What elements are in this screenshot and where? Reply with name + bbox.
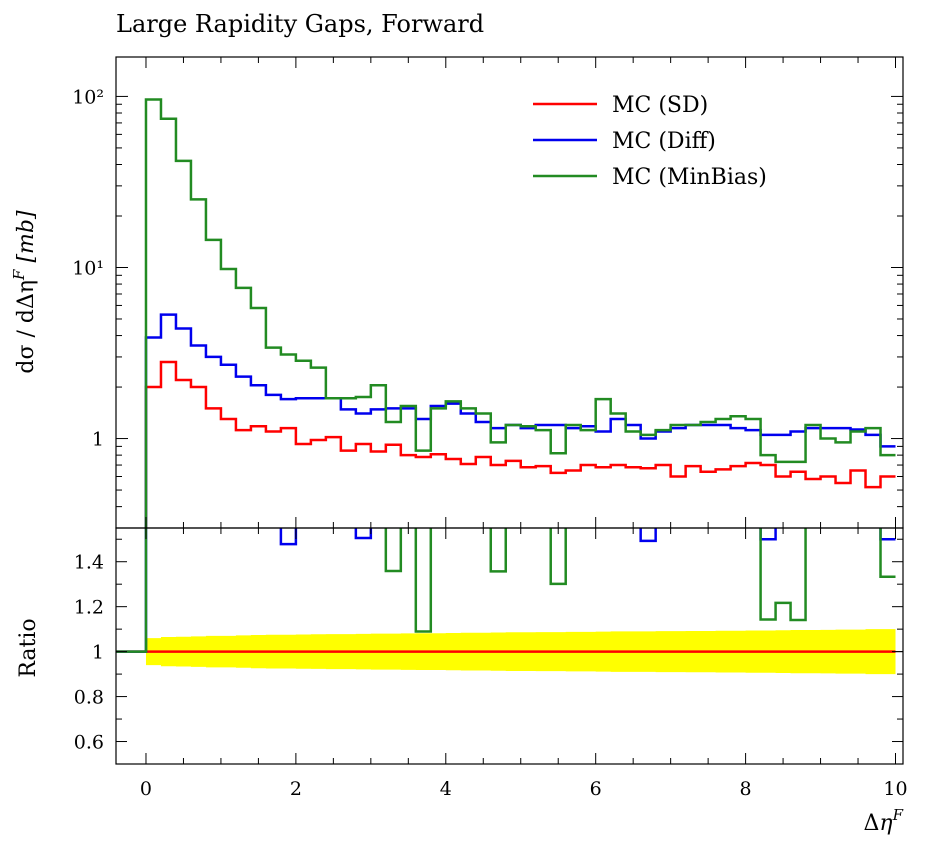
legend-label-mc-minbias: MC (MinBias) <box>612 165 767 190</box>
ratio-tick-label: 1.2 <box>74 597 104 619</box>
x-tick-label: 8 <box>740 778 752 800</box>
ratio-axis-label: Ratio <box>16 618 41 677</box>
ratio-tick-label: 1.4 <box>74 552 104 574</box>
x-tick-label: 6 <box>590 778 602 800</box>
series-line-mc-minbias <box>144 98 896 528</box>
y-tick-label: 10¹ <box>72 257 104 279</box>
ratio-line-mc-minbias <box>116 528 896 653</box>
ratio-tick-label: 0.6 <box>74 732 104 754</box>
chart-title: Large Rapidity Gaps, Forward <box>116 10 484 38</box>
legend-label-mc-sd: MC (SD) <box>612 93 708 118</box>
axes: 0 2 4 6 8 10 1 10¹ 10² 0.6 0.8 1 1.2 1.4 <box>72 56 908 800</box>
y-tick-label: 10² <box>72 86 104 108</box>
series-line-mc-sd <box>144 360 896 528</box>
legend-label-mc-diff: MC (Diff) <box>612 129 716 154</box>
ratio-panel <box>116 528 903 675</box>
ratio-frame <box>115 527 904 765</box>
x-tick-label: 2 <box>290 778 302 800</box>
x-axis-label: ΔηF <box>864 806 904 836</box>
ratio-tick-label: 1 <box>92 642 104 664</box>
legend: MC (SD) MC (Diff) MC (MinBias) <box>533 93 767 190</box>
y-axis-label: dσ / dΔηF [mb] <box>10 210 39 374</box>
x-tick-label: 0 <box>140 778 152 800</box>
main-panel <box>144 98 896 528</box>
x-tick-label: 4 <box>440 778 452 800</box>
y-tick-label: 1 <box>92 429 104 451</box>
x-tick-label: 10 <box>883 778 907 800</box>
ratio-tick-label: 0.8 <box>74 687 104 709</box>
main-frame <box>115 56 904 529</box>
